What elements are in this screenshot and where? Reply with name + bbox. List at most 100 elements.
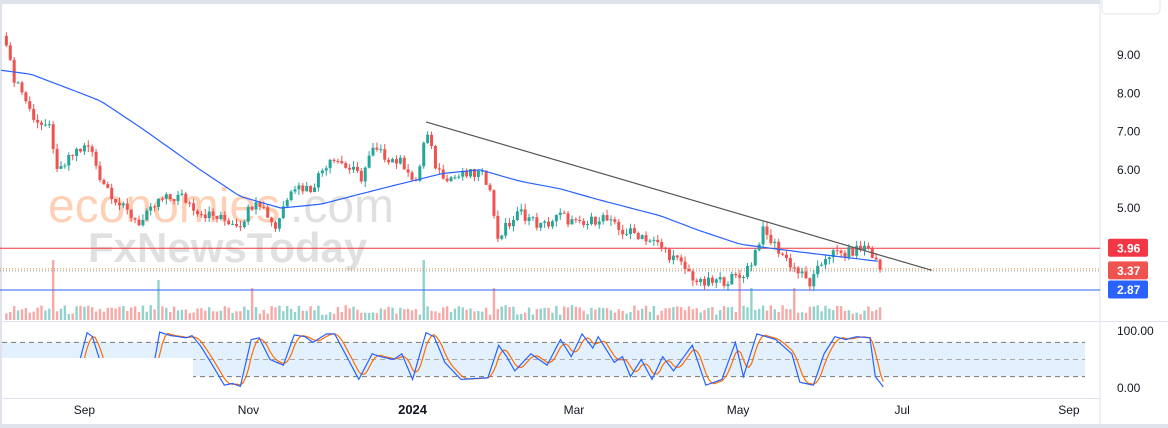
volume-bar	[153, 309, 156, 320]
candle-body	[558, 212, 562, 216]
candle-body	[180, 193, 184, 195]
volume-bar	[570, 305, 574, 320]
candle-body	[39, 122, 43, 125]
volume-bar	[484, 307, 488, 320]
candle-body	[839, 250, 843, 253]
candle-body	[609, 219, 613, 221]
volume-bar	[508, 307, 511, 320]
candle-body	[86, 145, 90, 147]
candle-body	[866, 245, 870, 249]
candle-body	[367, 155, 371, 168]
candle-body	[804, 271, 808, 279]
candle-body	[820, 264, 824, 266]
volume-bar	[223, 306, 227, 320]
volume-bar	[278, 305, 281, 320]
candle-body	[246, 206, 250, 222]
volume-bar	[715, 314, 718, 320]
volume-bar	[364, 312, 367, 320]
candle-body	[508, 222, 512, 227]
volume-bar	[426, 306, 429, 320]
volume-bar	[543, 307, 546, 320]
volume-bar	[769, 305, 773, 320]
volume-bar	[336, 306, 340, 320]
volume-bar	[449, 312, 453, 320]
candle-body	[644, 235, 648, 242]
volume-bar	[855, 312, 858, 320]
volume-bar	[867, 306, 870, 320]
candle-body	[67, 155, 71, 166]
volume-bar	[172, 306, 176, 320]
volume-bar	[235, 311, 238, 320]
candle-body	[156, 198, 160, 207]
candle-body	[648, 240, 652, 242]
volume-bar	[289, 308, 293, 320]
price-tick-label: 6.00	[1117, 163, 1141, 177]
candle-body	[660, 242, 664, 248]
candle-body	[192, 203, 196, 211]
candle-body	[32, 108, 36, 120]
candle-body	[734, 273, 738, 276]
volume-bar	[516, 314, 519, 320]
volume-bar	[453, 308, 457, 320]
candle-body	[574, 219, 578, 221]
volume-bar	[578, 307, 581, 320]
candle-body	[706, 277, 710, 286]
candle-body	[219, 214, 223, 219]
volume-bar	[629, 311, 632, 320]
volume-bar	[488, 314, 492, 320]
volume-bar	[621, 310, 624, 320]
volume-bar	[406, 308, 410, 320]
candle-body	[761, 226, 765, 245]
volume-bar	[496, 308, 500, 320]
candle-body	[379, 149, 383, 151]
candle-body	[878, 259, 882, 270]
candle-body	[831, 250, 835, 258]
volume-bar	[734, 311, 737, 320]
candle-body	[687, 268, 691, 272]
resistance-price-label-bg	[1108, 238, 1148, 257]
volume-bar	[785, 308, 788, 320]
volume-bar	[722, 305, 726, 320]
volume-bar	[262, 309, 266, 320]
candle-body	[714, 279, 718, 283]
candle-body	[613, 219, 617, 222]
volume-bar	[395, 313, 398, 320]
stochastic-tick-label: 100.00	[1117, 324, 1154, 338]
candle-body	[625, 234, 629, 236]
candle-body	[402, 157, 406, 170]
candle-body	[445, 178, 449, 182]
volume-bar	[157, 280, 160, 320]
volume-bar	[129, 307, 133, 320]
candle-body	[515, 211, 519, 221]
moving-average-line	[0, 69, 878, 262]
volume-bar	[254, 307, 258, 320]
volume-bar	[133, 306, 137, 320]
volume-bar	[270, 306, 273, 320]
volume-bar	[114, 308, 117, 320]
candle-body	[726, 284, 730, 286]
volume-bar	[656, 314, 659, 320]
volume-bar	[586, 314, 589, 320]
volume-bar	[746, 307, 749, 320]
volume-bar	[535, 309, 539, 320]
candle-body	[293, 189, 297, 192]
toolbar-box[interactable]	[1101, 0, 1161, 15]
volume-bar	[617, 309, 620, 320]
candle-body	[691, 271, 695, 281]
candle-body	[231, 223, 235, 225]
volume-bar	[297, 305, 301, 320]
volume-bar	[835, 305, 839, 320]
trendline[interactable]	[425, 121, 932, 271]
volume-bar	[828, 308, 831, 320]
volume-bar	[551, 312, 554, 320]
candle-body	[238, 226, 242, 228]
candle-body	[621, 229, 625, 235]
candle-body	[164, 194, 168, 199]
candle-body	[289, 191, 293, 201]
volume-bar	[399, 307, 402, 320]
volume-bar	[383, 309, 386, 320]
candle-body	[211, 211, 215, 216]
volume-bar	[122, 306, 125, 320]
volume-bar	[313, 310, 316, 320]
